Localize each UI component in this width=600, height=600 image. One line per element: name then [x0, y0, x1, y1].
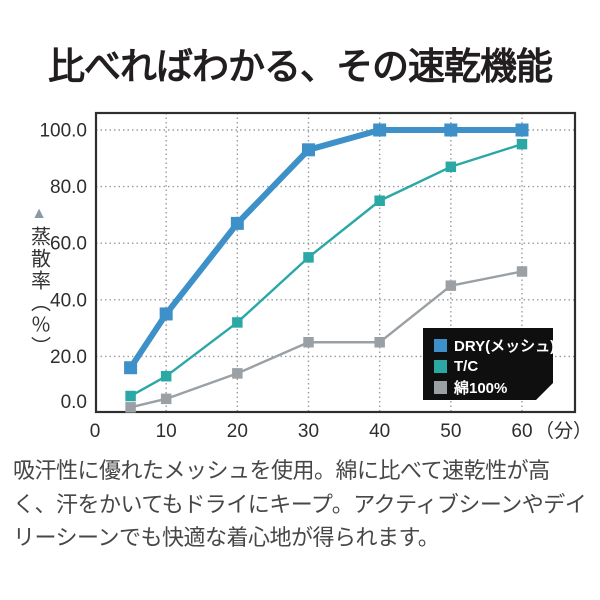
legend-swatch-icon — [434, 339, 447, 352]
data-point-marker — [230, 216, 244, 230]
y-tick-label: 0.0 — [61, 392, 87, 413]
legend-swatch-icon — [434, 360, 447, 373]
legend-item-label: 綿100% — [454, 379, 508, 397]
data-point-marker — [373, 123, 387, 137]
data-point-marker — [303, 337, 314, 348]
legend: DRY(メッシュ) T/C 綿100% — [423, 328, 553, 400]
legend-swatch-icon — [434, 381, 447, 394]
legend-item: T/C — [434, 356, 553, 376]
data-point-marker — [160, 370, 172, 382]
data-point-marker — [124, 361, 138, 375]
x-axis-unit-label: （分） — [535, 420, 592, 442]
page-title: 比べればわかる、その速乾機能 — [48, 46, 553, 87]
data-point-marker — [125, 390, 136, 402]
plot-border — [94, 111, 577, 414]
x-tick-label: 30 — [298, 421, 319, 442]
data-point-marker — [232, 368, 243, 379]
data-point-marker — [444, 123, 458, 137]
x-tick-label: 0 — [90, 421, 101, 442]
legend-item: 綿100% — [434, 377, 553, 397]
x-tick-label: 50 — [440, 421, 461, 442]
legend-item-label: T/C — [454, 357, 479, 375]
data-point-marker — [159, 307, 173, 321]
data-point-marker — [303, 252, 314, 263]
chart-svg: 0.0 20.0 40.0 60.0 80.0 100.0 0 10 20 30 40 50 60 （分） — [39, 111, 592, 442]
data-point-marker — [445, 161, 457, 173]
legend-item-label: DRY(メッシュ) — [454, 337, 556, 355]
y-axis-label: ▲ 蒸散率（％） — [22, 205, 56, 359]
y-tick-label: 80.0 — [50, 177, 87, 198]
data-point-marker — [516, 266, 528, 277]
data-point-marker — [125, 402, 136, 413]
data-point-marker — [232, 317, 243, 328]
data-point-marker — [515, 123, 529, 137]
data-point-marker — [374, 337, 385, 348]
x-tick-label: 40 — [369, 421, 390, 442]
x-tick-label: 60 — [511, 421, 532, 442]
y-tick-label: 20.0 — [50, 347, 87, 368]
data-point-marker — [302, 143, 315, 157]
y-tick-label: 60.0 — [50, 234, 87, 255]
y-axis-triangle-icon: ▲ — [31, 205, 47, 222]
y-tick-label: 100.0 — [39, 121, 87, 142]
description: 吸汗性に優れたメッシュを使用。綿に比べて速乾性が高 く、汗をかいてもドライにキー… — [13, 458, 587, 550]
data-point-marker — [160, 393, 172, 405]
data-point-marker — [516, 138, 528, 150]
y-axis-label-text: 蒸散率（％） — [27, 226, 50, 358]
data-point-marker — [445, 280, 457, 291]
y-tick-label: 40.0 — [50, 290, 87, 311]
legend-item: DRY(メッシュ) — [434, 335, 553, 355]
x-tick-label: 10 — [156, 421, 177, 442]
x-tick-label: 20 — [227, 421, 248, 442]
data-point-marker — [374, 195, 385, 206]
